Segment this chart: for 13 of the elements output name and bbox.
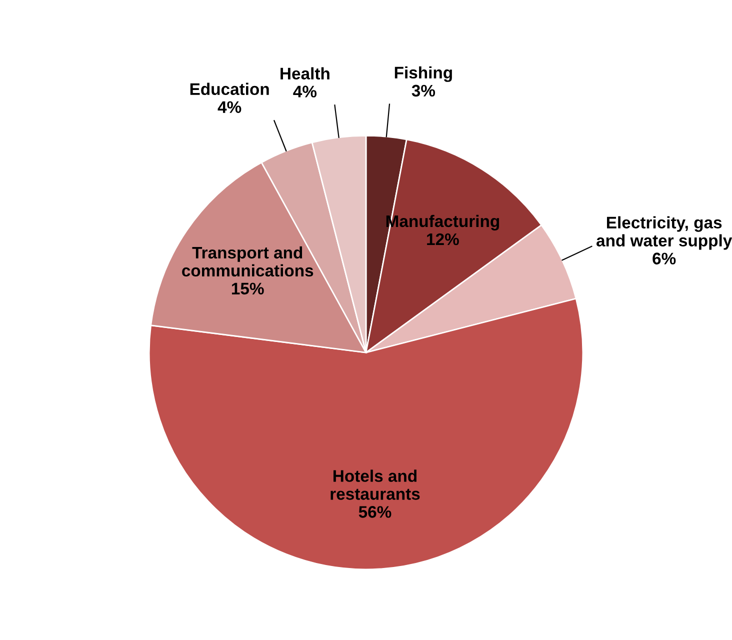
data-label: 4% [293,86,317,98]
data-label: 4% [218,101,242,113]
slice-label: Electricity, gas and water supply [596,216,732,250]
data-label: 6% [652,252,676,264]
data-label: 12% [427,233,459,246]
data-label: 15% [232,282,264,294]
slice-label: Health [280,67,330,80]
slice-label: Hotels and restaurants [330,470,420,500]
data-label: 56% [358,506,392,518]
data-label: 3% [412,84,436,97]
slice-label: Transport and communications [182,246,314,277]
slice-label: Education [190,82,269,96]
slice-label: Fishing [394,66,452,82]
